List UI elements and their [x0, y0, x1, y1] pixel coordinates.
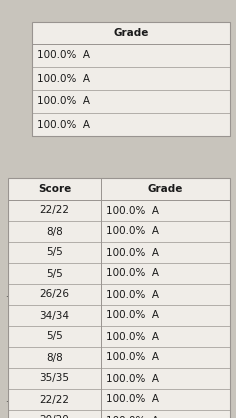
Text: 8/8: 8/8	[46, 352, 63, 362]
Text: 34/34: 34/34	[39, 311, 69, 321]
Text: 5/5: 5/5	[46, 247, 63, 257]
Text: 100.0%  A: 100.0% A	[106, 227, 159, 237]
Text: Score: Score	[38, 184, 71, 194]
Text: Grade: Grade	[148, 184, 183, 194]
Bar	[0, 178, 8, 418]
Text: 8/8: 8/8	[46, 227, 63, 237]
Text: 22/22: 22/22	[39, 395, 69, 405]
Text: .: .	[5, 395, 7, 404]
Text: 100.0%  A: 100.0% A	[37, 74, 90, 84]
Text: 100.0%  A: 100.0% A	[106, 374, 159, 383]
Bar	[32, 22, 230, 136]
Text: 100.0%  A: 100.0% A	[37, 51, 90, 61]
Text: 5/5: 5/5	[46, 268, 63, 278]
Text: 100.0%  A: 100.0% A	[106, 290, 159, 300]
Text: 100.0%  A: 100.0% A	[37, 120, 90, 130]
Text: 5/5: 5/5	[46, 331, 63, 342]
Text: 100.0%  A: 100.0% A	[37, 97, 90, 107]
Text: 26/26: 26/26	[39, 290, 69, 300]
Text: 20/20: 20/20	[40, 415, 69, 418]
Text: .: .	[5, 416, 7, 418]
Bar	[8, 178, 230, 418]
Text: 22/22: 22/22	[39, 206, 69, 216]
Text: 100.0%  A: 100.0% A	[106, 206, 159, 216]
Text: 100.0%  A: 100.0% A	[106, 352, 159, 362]
Bar	[8, 178, 230, 418]
Text: 100.0%  A: 100.0% A	[106, 268, 159, 278]
Text: Grade: Grade	[113, 28, 149, 38]
Text: 100.0%  A: 100.0% A	[106, 331, 159, 342]
Text: 100.0%  A: 100.0% A	[106, 311, 159, 321]
Text: 100.0%  A: 100.0% A	[106, 247, 159, 257]
Text: 100.0%  A: 100.0% A	[106, 415, 159, 418]
Text: 100.0%  A: 100.0% A	[106, 395, 159, 405]
Bar	[32, 22, 230, 136]
Text: 35/35: 35/35	[39, 374, 69, 383]
Text: .: .	[5, 290, 7, 299]
